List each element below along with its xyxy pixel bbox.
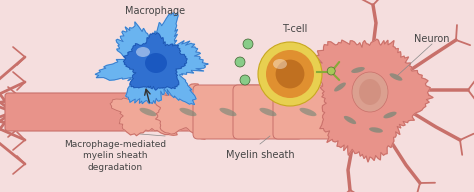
Ellipse shape xyxy=(352,72,388,112)
Text: Myelin sheath: Myelin sheath xyxy=(226,150,294,160)
Text: T-cell: T-cell xyxy=(283,24,308,34)
FancyBboxPatch shape xyxy=(5,93,341,131)
Ellipse shape xyxy=(273,59,287,69)
Ellipse shape xyxy=(390,73,402,81)
Polygon shape xyxy=(154,84,225,139)
Circle shape xyxy=(275,60,304,88)
Ellipse shape xyxy=(344,116,356,124)
Polygon shape xyxy=(316,39,433,162)
Circle shape xyxy=(235,57,245,67)
Text: Macrophage: Macrophage xyxy=(125,6,185,16)
Ellipse shape xyxy=(259,108,276,116)
Ellipse shape xyxy=(139,108,156,116)
Ellipse shape xyxy=(180,108,197,116)
Polygon shape xyxy=(123,33,187,90)
Circle shape xyxy=(327,67,335,75)
Circle shape xyxy=(266,50,314,98)
Ellipse shape xyxy=(369,127,383,133)
FancyBboxPatch shape xyxy=(233,85,303,139)
FancyBboxPatch shape xyxy=(193,85,263,139)
Text: Neuron: Neuron xyxy=(414,34,450,44)
Polygon shape xyxy=(95,13,208,105)
Ellipse shape xyxy=(351,67,365,73)
Ellipse shape xyxy=(383,112,397,118)
Circle shape xyxy=(243,39,253,49)
Polygon shape xyxy=(110,84,187,136)
Circle shape xyxy=(258,42,322,106)
Ellipse shape xyxy=(300,108,317,116)
Ellipse shape xyxy=(219,108,237,116)
Text: Macrophage-mediated
myelin sheath
degradation: Macrophage-mediated myelin sheath degrad… xyxy=(64,140,166,172)
Ellipse shape xyxy=(136,47,150,57)
Circle shape xyxy=(240,75,250,85)
Ellipse shape xyxy=(145,53,167,73)
Ellipse shape xyxy=(334,83,346,92)
FancyBboxPatch shape xyxy=(273,85,343,139)
Ellipse shape xyxy=(359,79,381,105)
